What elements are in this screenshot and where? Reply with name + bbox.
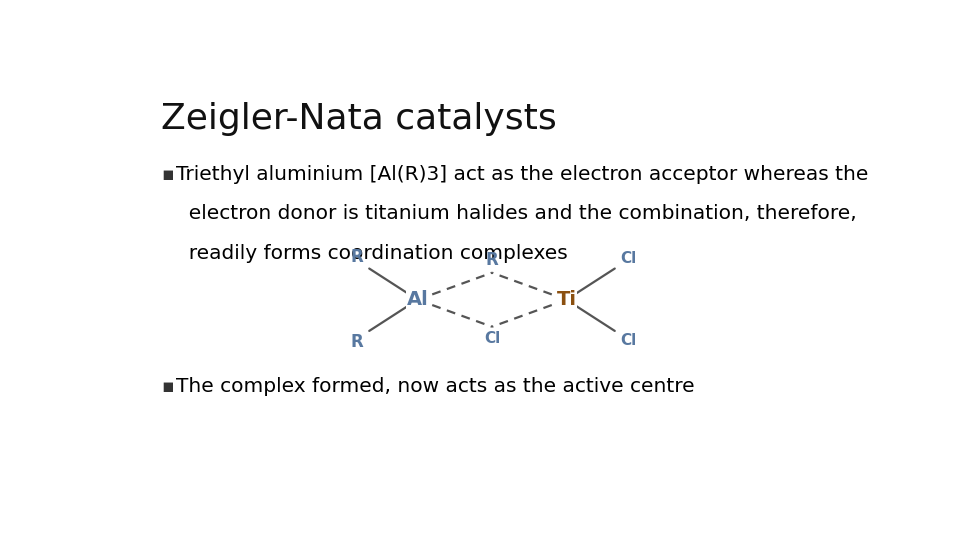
Text: Cl: Cl [484,331,500,346]
Text: Ti: Ti [557,290,576,309]
Text: R: R [486,251,498,268]
Text: Cl: Cl [621,252,637,266]
Text: Zeigler-Nata catalysts: Zeigler-Nata catalysts [161,102,557,136]
Text: R: R [350,248,363,266]
Text: Al: Al [407,290,428,309]
Text: The complex formed, now acts as the active centre: The complex formed, now acts as the acti… [176,377,694,396]
Text: Triethyl aluminium [Al(R)3] act as the electron acceptor whereas the: Triethyl aluminium [Al(R)3] act as the e… [176,165,868,184]
Text: readily forms coordination complexes: readily forms coordination complexes [176,244,567,262]
Text: electron donor is titanium halides and the combination, therefore,: electron donor is titanium halides and t… [176,204,856,223]
Text: R: R [350,333,363,351]
Text: Cl: Cl [621,333,637,348]
Text: ▪: ▪ [161,165,174,184]
Text: ▪: ▪ [161,377,174,396]
